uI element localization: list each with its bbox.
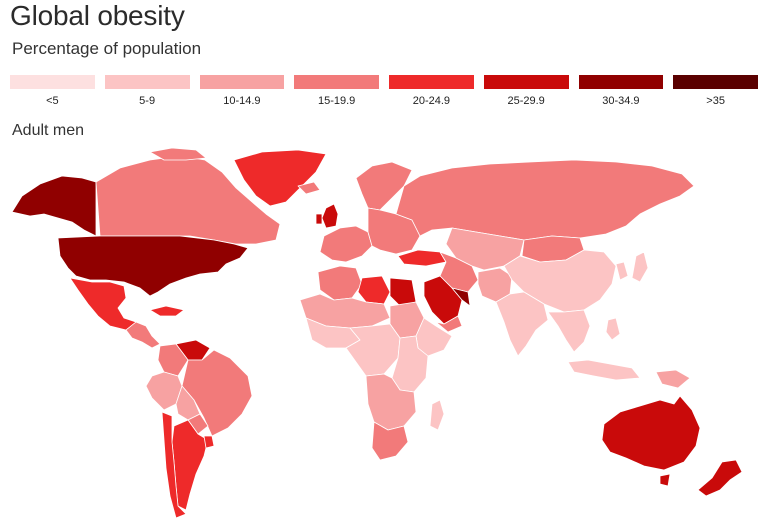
- section-label: Adult men: [12, 122, 85, 139]
- region-south-asia[interactable]: [495, 291, 549, 357]
- region-egypt[interactable]: [389, 277, 417, 307]
- legend-item-5-9: 5-9: [104, 75, 190, 107]
- legend-swatch: [483, 75, 569, 89]
- region-libya[interactable]: [357, 275, 391, 305]
- region-southern-africa[interactable]: [365, 373, 417, 431]
- region-caribbean[interactable]: [149, 305, 185, 317]
- legend-label: <5: [46, 95, 59, 107]
- region-central-america[interactable]: [125, 321, 161, 349]
- legend-item-over-35: >35: [673, 75, 758, 107]
- region-tasmania[interactable]: [659, 473, 671, 487]
- region-mexico[interactable]: [69, 277, 137, 331]
- region-korea[interactable]: [615, 261, 629, 281]
- region-alaska[interactable]: [11, 175, 97, 237]
- region-chile[interactable]: [161, 411, 187, 519]
- region-gulf[interactable]: [451, 287, 471, 307]
- legend-swatch: [578, 75, 664, 89]
- region-turkey[interactable]: [397, 249, 447, 267]
- region-russia[interactable]: [395, 159, 695, 241]
- legend-label: 20-24.9: [412, 95, 451, 107]
- region-japan[interactable]: [631, 251, 649, 283]
- region-madagascar[interactable]: [429, 399, 445, 431]
- legend-swatch: [294, 75, 379, 89]
- region-canadian-arctic-islands[interactable]: [149, 148, 207, 161]
- region-iceland[interactable]: [297, 181, 321, 195]
- legend-label: 25-29.9: [507, 95, 545, 107]
- page-subtitle: Percentage of population: [12, 39, 202, 58]
- region-eastern-europe[interactable]: [367, 207, 421, 255]
- world-map-svg: [11, 148, 743, 519]
- region-usa[interactable]: [57, 235, 249, 297]
- region-greenland[interactable]: [233, 149, 327, 207]
- region-indonesia[interactable]: [567, 359, 641, 381]
- region-papua-new-guinea[interactable]: [655, 369, 691, 389]
- region-uk[interactable]: [321, 203, 339, 229]
- legend-label: 15-19.9: [317, 95, 356, 107]
- region-maghreb[interactable]: [317, 265, 363, 301]
- legend-swatch: [104, 75, 190, 89]
- world-map: [0, 148, 770, 529]
- region-southeast-asia[interactable]: [547, 309, 591, 353]
- legend: <5 5-9 10-14.9 15-19.9 20-24.9 25-29.9 3…: [10, 75, 758, 107]
- legend-swatch: [199, 75, 285, 89]
- legend-label: 10-14.9: [223, 95, 261, 107]
- region-australia[interactable]: [601, 395, 701, 471]
- legend-item-30-34-9: 30-34.9: [578, 75, 664, 107]
- legend-item-25-29-9: 25-29.9: [483, 75, 569, 107]
- legend-label: 30-34.9: [602, 95, 640, 107]
- region-uruguay[interactable]: [203, 435, 215, 449]
- region-central-africa[interactable]: [345, 323, 401, 377]
- region-yemen[interactable]: [435, 315, 463, 333]
- region-ireland[interactable]: [315, 213, 323, 225]
- region-south-africa[interactable]: [371, 421, 409, 461]
- legend-swatch: [673, 75, 758, 89]
- legend-item-under-5: <5: [10, 75, 95, 107]
- region-new-zealand[interactable]: [697, 459, 743, 497]
- region-western-europe[interactable]: [319, 225, 373, 263]
- legend-item-15-19-9: 15-19.9: [294, 75, 379, 107]
- region-philippines[interactable]: [605, 317, 621, 341]
- page-title: Global obesity: [10, 0, 185, 31]
- legend-swatch: [389, 75, 474, 89]
- region-scandinavia[interactable]: [355, 161, 413, 211]
- legend-swatch: [10, 75, 95, 89]
- legend-label: 5-9: [139, 95, 156, 107]
- legend-label: >35: [706, 95, 725, 107]
- legend-item-20-24-9: 20-24.9: [389, 75, 474, 107]
- legend-item-10-14-9: 10-14.9: [199, 75, 285, 107]
